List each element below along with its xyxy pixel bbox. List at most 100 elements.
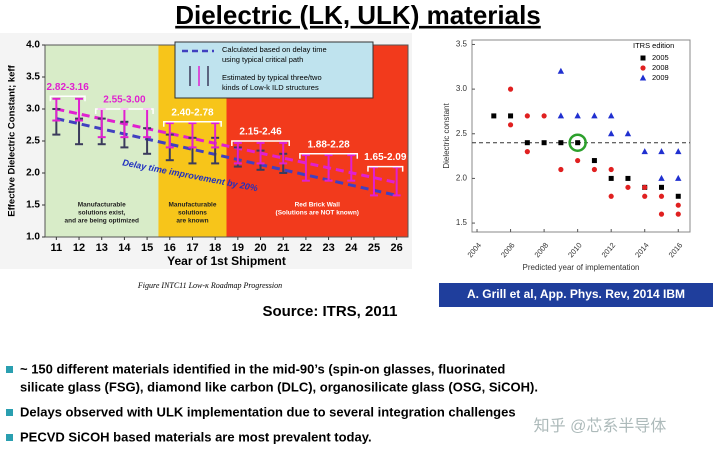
x-tick-label: 22 [300, 242, 312, 254]
bullet-text: Delays observed with ULK implementation … [20, 404, 516, 419]
region-label: (Solutions are NOT known) [276, 210, 359, 217]
point [607, 112, 615, 119]
citation-box [439, 283, 713, 307]
legend-label: 2009 [652, 73, 669, 82]
point [507, 86, 514, 92]
x-tick-label: 2006 [499, 241, 517, 260]
bullet-marker [6, 366, 13, 373]
range-bracket [49, 95, 86, 102]
x-tick-label: 17 [186, 242, 198, 254]
x-tick-label: 21 [277, 242, 289, 254]
point [591, 112, 598, 119]
x-tick-label: 2016 [667, 241, 685, 260]
trend-line [56, 117, 397, 197]
y-tick-label: 3.0 [26, 104, 40, 115]
bullet-text: silicate glass (FSG), diamond like carbo… [20, 379, 538, 394]
point [675, 193, 681, 199]
point [558, 166, 564, 173]
region-label: Manufacturable [168, 202, 216, 209]
point [575, 157, 581, 164]
x-tick-label: 20 [254, 242, 266, 254]
legend-marker [639, 74, 647, 81]
point [608, 166, 614, 173]
legend-title: ITRS edition [633, 41, 674, 50]
range-label: 1.88-2.28 [307, 139, 350, 150]
range-label: 1.65-2.09 [364, 152, 407, 163]
point [558, 140, 564, 146]
point [675, 174, 682, 181]
point [658, 193, 665, 199]
point [491, 113, 497, 119]
point [675, 211, 681, 217]
point [675, 202, 681, 208]
x-tick-label: 26 [391, 242, 403, 254]
y-axis-title: Dielectric constant [442, 103, 451, 169]
figure-caption: Figure INTC11 Low-κ Roadmap Progression [137, 281, 282, 290]
point [508, 113, 514, 119]
x-tick-label: 14 [118, 242, 131, 254]
x-tick-label: 2010 [566, 241, 584, 260]
point [591, 158, 597, 164]
x-tick-label: 25 [368, 242, 380, 254]
highlight-ring [568, 133, 587, 152]
point [574, 112, 581, 119]
legend-text: using typical critical path [222, 55, 303, 64]
range-label: 2.15-2.46 [239, 127, 282, 138]
point [608, 193, 614, 199]
range-bracket [163, 121, 222, 127]
point [524, 113, 530, 119]
point [541, 140, 547, 146]
x-tick-label: 2014 [633, 241, 651, 260]
point [524, 149, 530, 155]
point [541, 113, 547, 119]
point [557, 112, 565, 119]
y-tick-label: 2.0 [26, 168, 40, 179]
range-bracket [299, 153, 359, 159]
bullet-text: PECVD SiCOH based materials are most pre… [20, 429, 372, 444]
bullet-list: ~ 150 different materials identified in … [6, 361, 538, 444]
y-tick-label: 3.0 [456, 84, 468, 93]
bullet-text: ~ 150 different materials identified in … [20, 361, 505, 376]
x-tick-label: 2004 [465, 241, 483, 260]
x-tick-label: 13 [96, 242, 108, 254]
range-label: 2.55-3.00 [103, 95, 146, 106]
point [658, 174, 665, 181]
region-label: solutions exist, [78, 210, 126, 217]
point [658, 211, 665, 217]
range-bracket [94, 108, 154, 114]
y-tick-label: 1.5 [456, 218, 468, 227]
point [658, 148, 665, 155]
point [642, 184, 648, 190]
point [624, 130, 632, 137]
x-tick-label: 16 [164, 242, 176, 254]
range-label: 2.40-2.78 [171, 107, 214, 118]
range-bracket [231, 140, 290, 146]
range-bracket [367, 165, 404, 172]
x-tick-label: 18 [209, 242, 221, 254]
point [625, 175, 631, 181]
legend-marker [640, 65, 646, 71]
slide-title: Dielectric (LK, ULK) materials [175, 0, 541, 30]
point [524, 140, 530, 146]
legend-marker [640, 55, 646, 61]
x-tick-label: 2012 [600, 241, 618, 260]
point [658, 184, 664, 190]
y-tick-label: 2.5 [456, 129, 468, 138]
region-label: Red Brick Wall [295, 202, 340, 209]
y-tick-label: 3.5 [26, 72, 40, 83]
y-axis-title: Effective Dielectric Constant; keff [7, 64, 18, 216]
region-label: are known [176, 218, 208, 225]
x-axis-title: Predicted year of implementation [523, 263, 640, 272]
region-label: and are being optimized [65, 218, 139, 225]
legend-label: 2005 [652, 53, 669, 62]
point [591, 166, 598, 173]
region-label: solutions [178, 210, 207, 217]
source: Source: ITRS, 2011 [262, 303, 397, 320]
y-tick-label: 2.0 [456, 174, 468, 183]
x-tick-label: 19 [232, 242, 244, 254]
point [607, 130, 615, 137]
x-axis-title: Year of 1st Shipment [167, 254, 286, 268]
point [575, 140, 581, 146]
bullet-marker [6, 434, 13, 441]
